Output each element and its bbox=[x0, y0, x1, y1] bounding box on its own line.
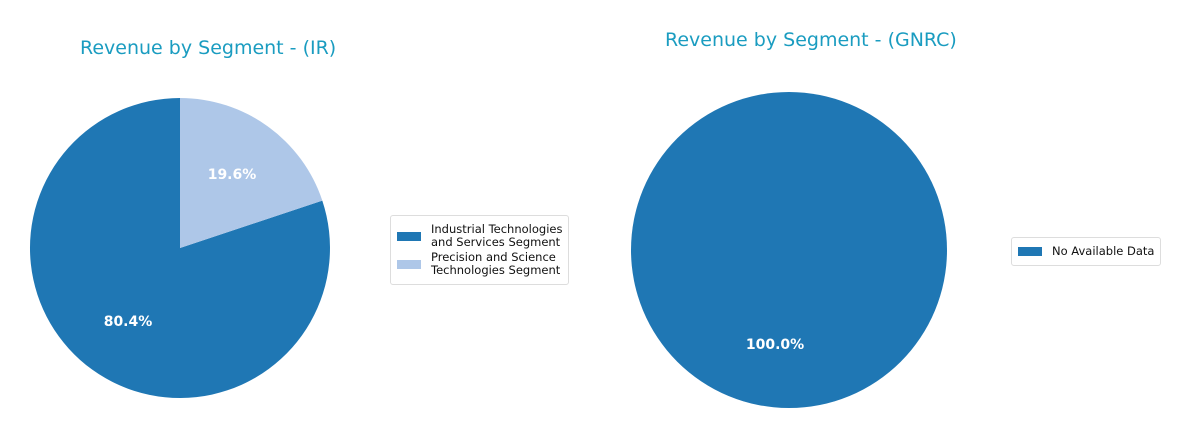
gnrc-legend: No Available Data bbox=[1011, 237, 1162, 266]
gnrc-label-full: 100.0% bbox=[746, 337, 804, 353]
ir-slice-industrial bbox=[29, 98, 330, 399]
ir-legend: Industrial Technologies and Services Seg… bbox=[390, 215, 570, 285]
ir-slice-precision bbox=[180, 98, 323, 248]
ir-chart-title: Revenue by Segment - (IR) bbox=[80, 37, 337, 59]
legend-label: Precision and Science Technologies Segme… bbox=[431, 250, 561, 277]
ir-legend-item-precision: Precision and Science Technologies Segme… bbox=[397, 251, 562, 277]
gnrc-slice-no-data bbox=[631, 92, 947, 408]
legend-swatch-icon bbox=[397, 231, 421, 241]
ir-pie: 80.4% 19.6% bbox=[29, 98, 330, 399]
ir-legend-item-industrial: Industrial Technologies and Services Seg… bbox=[397, 223, 562, 249]
gnrc-legend-item-no-data: No Available Data bbox=[1018, 245, 1154, 258]
legend-swatch-icon bbox=[1018, 247, 1042, 256]
ir-label-major: 80.4% bbox=[104, 314, 153, 330]
gnrc-pie: 100.0% bbox=[631, 92, 947, 408]
ir-label-minor: 19.6% bbox=[208, 167, 257, 183]
gnrc-chart-title: Revenue by Segment - (GNRC) bbox=[665, 29, 957, 51]
legend-swatch-icon bbox=[397, 259, 421, 269]
legend-label: Industrial Technologies and Services Seg… bbox=[431, 222, 563, 249]
legend-label: No Available Data bbox=[1052, 244, 1155, 258]
